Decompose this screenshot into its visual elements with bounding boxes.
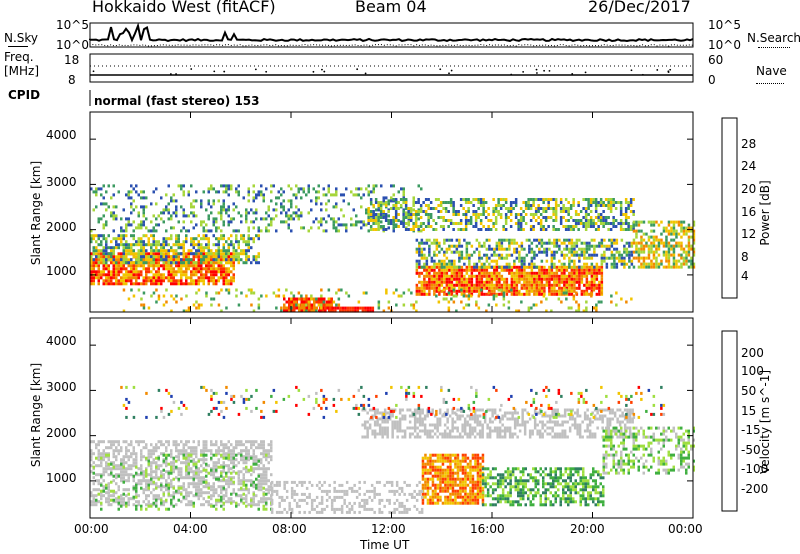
freq-panel: [89, 53, 694, 83]
xtick-2000: 20:00: [570, 522, 605, 536]
freq-unit-label: [MHz]: [4, 64, 40, 78]
cpid-label: CPID: [8, 88, 41, 102]
noise-right-tick-top: 10^5: [708, 18, 741, 32]
xtick-0800: 08:00: [272, 522, 307, 536]
velocity-cbar-tick-15: 15: [741, 404, 757, 418]
radar-title: Hokkaido West (fitACF): [92, 0, 276, 16]
xlabel: Time UT: [360, 538, 410, 552]
noise-sky-line: [89, 22, 694, 43]
noise-left-tick-top: 10^5: [56, 18, 89, 32]
nsearch-legend-line: [758, 47, 790, 48]
beam-label: Beam 04: [355, 0, 427, 16]
noise-panel: [89, 22, 694, 48]
velocity-cbar-tick-m100: -100: [741, 462, 769, 476]
nsearch-label: N.Search: [747, 31, 800, 45]
power-cbar-tick-24: 24: [741, 159, 757, 173]
velocity-ytick-4000: 4000: [46, 334, 77, 348]
date-label: 26/Dec/2017: [588, 0, 691, 16]
power-cbar-tick-4: 4: [741, 269, 749, 283]
freq-left-tick-bottom: 8: [68, 73, 76, 87]
nsky-legend-line: [8, 46, 28, 47]
noise-search-line: [89, 43, 694, 47]
freq-right-tick-bottom: 0: [708, 73, 716, 87]
power-ytick-3000: 3000: [46, 175, 77, 189]
freq-left-tick-top: 18: [64, 53, 80, 67]
nave-legend-line: [756, 83, 784, 84]
xtick-0000-end: 00:00: [668, 522, 703, 536]
power-ytick-1000: 1000: [46, 264, 77, 278]
power-cbar-tick-12: 12: [741, 227, 757, 241]
velocity-heatmap: [89, 317, 695, 519]
velocity-cbar-tick-50: 50: [741, 384, 757, 398]
nsky-label: N.Sky: [4, 31, 39, 45]
power-heatmap: [89, 111, 696, 313]
xtick-1200: 12:00: [371, 522, 406, 536]
velocity-ytick-2000: 2000: [46, 426, 77, 440]
velocity-ytick-1000: 1000: [46, 471, 77, 485]
power-ytick-4000: 4000: [46, 128, 77, 142]
freq-right-tick-top: 60: [708, 53, 724, 67]
noise-left-tick-bottom: 10^0: [56, 38, 89, 52]
power-colorbar: [721, 117, 738, 299]
noise-right-tick-bottom: 10^0: [708, 38, 741, 52]
cpid-text: normal (fast stereo) 153: [94, 94, 260, 108]
velocity-cbar-tick-100: 100: [741, 364, 764, 378]
velocity-cbar-tick-m15: -15: [741, 423, 761, 437]
velocity-cbar-tick-m200: -200: [741, 482, 769, 496]
freq-dots: [92, 68, 672, 76]
velocity-ytick-3000: 3000: [46, 380, 77, 394]
velocity-cbar-tick-m50: -50: [741, 443, 761, 457]
power-cbar-tick-20: 20: [741, 182, 757, 196]
nave-label: Nave: [756, 64, 787, 78]
velocity-cbar-tick-200: 200: [741, 346, 764, 360]
velocity-cells: [90, 385, 695, 514]
xtick-0000: 00:00: [74, 522, 109, 536]
power-cells: [90, 184, 696, 313]
xtick-1600: 16:00: [470, 522, 505, 536]
power-ytick-2000: 2000: [46, 220, 77, 234]
power-cbar-tick-16: 16: [741, 205, 757, 219]
freq-label: Freq.: [4, 50, 34, 64]
velocity-colorbar: [721, 330, 738, 512]
xtick-0400: 04:00: [173, 522, 208, 536]
power-cbar-tick-8: 8: [741, 250, 749, 264]
power-cbar-tick-28: 28: [741, 137, 757, 151]
